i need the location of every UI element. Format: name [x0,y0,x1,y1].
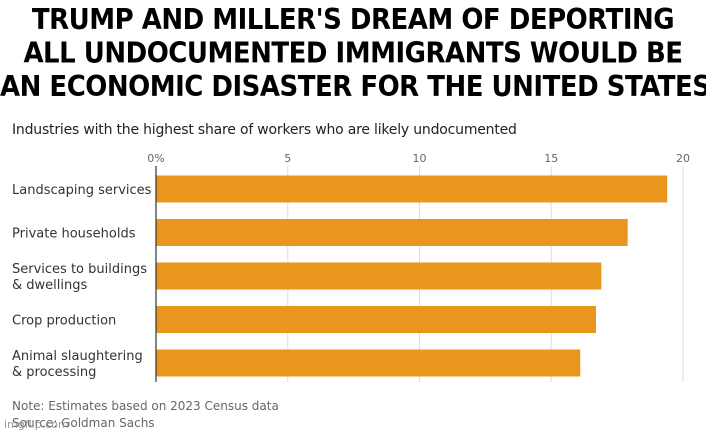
chart-note: Note: Estimates based on 2023 Census dat… [12,399,279,413]
category-label: Landscaping services [12,183,152,198]
x-tick-label: 5 [284,152,291,165]
meme-caption-line-2: ALL UNDOCUMENTED IMMIGRANTS WOULD BE [23,37,683,70]
chart-source: Source: Goldman Sachs [12,416,155,430]
category-label: Private households [12,227,136,242]
meme-caption: TRUMP AND MILLER'S DREAM OF DEPORTING AL… [0,4,706,104]
bar [156,175,668,203]
category-label: Animal slaughtering [12,349,143,364]
imgflip-watermark: imgflip.com [4,418,69,431]
bar [156,349,581,377]
meme-caption-line-3: AN ECONOMIC DISASTER FOR THE UNITED STAT… [0,70,706,104]
bar [156,262,602,290]
x-tick-label: 15 [544,152,558,165]
x-tick-label: 0% [147,152,164,165]
category-label: Crop production [12,314,116,329]
chart-title: Industries with the highest share of wor… [12,122,517,138]
category-label: & processing [12,365,96,380]
meme-caption-line-1: TRUMP AND MILLER'S DREAM OF DEPORTING [31,4,675,37]
x-tick-label: 10 [413,152,427,165]
x-tick-label: 20 [676,152,690,165]
bar [156,219,628,246]
category-label: & dwellings [12,278,87,293]
category-label: Services to buildings [12,262,147,277]
bar [156,306,597,333]
